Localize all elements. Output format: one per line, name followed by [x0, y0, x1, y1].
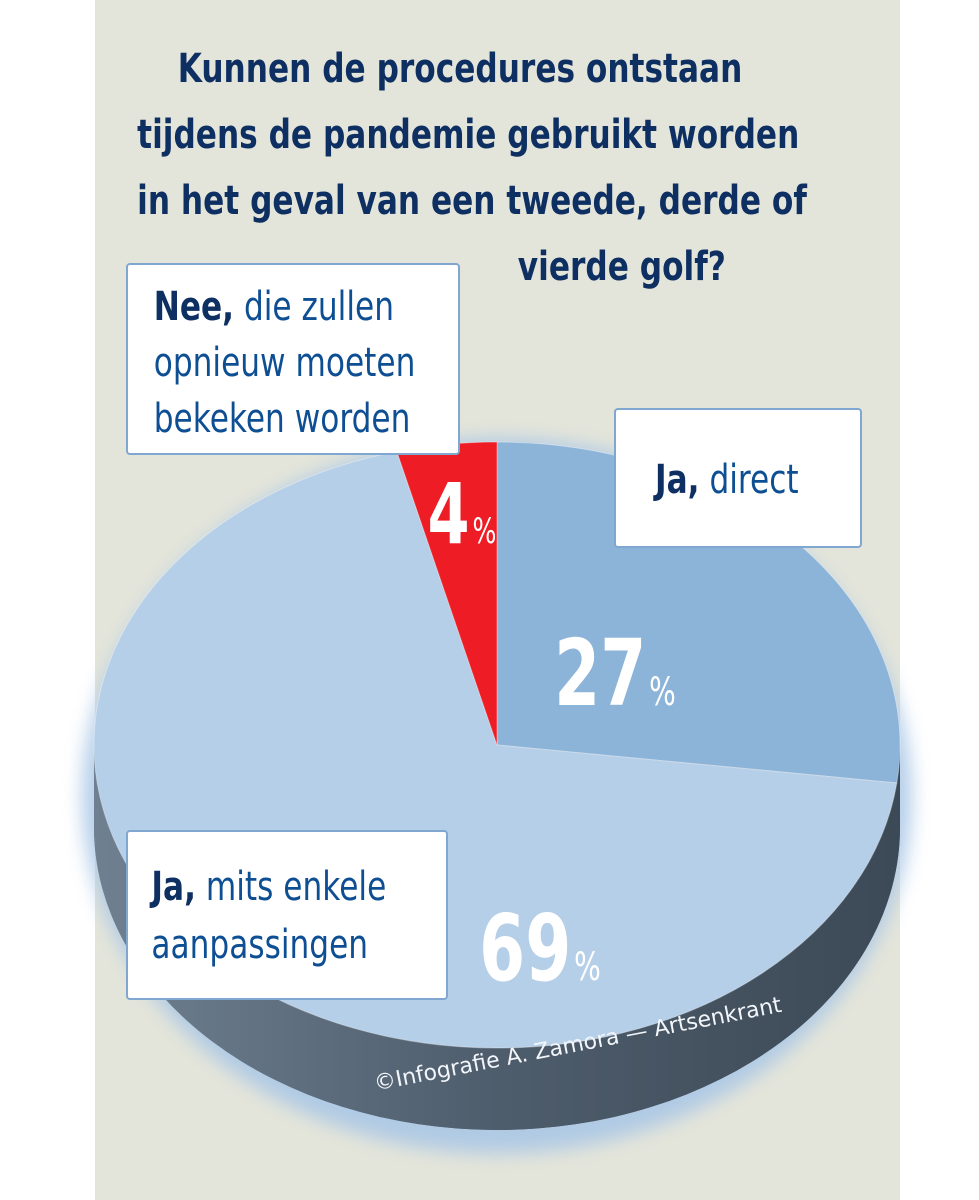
- callout-direct-bold: Ja,: [655, 457, 700, 503]
- callout-nee-line2: opnieuw moeten: [153, 340, 416, 386]
- callout-direct-text: direct: [699, 457, 799, 503]
- value-label-27-number: 27: [554, 620, 646, 727]
- callout-mits-line2: aanpassingen: [151, 922, 369, 968]
- value-label-69-number: 69: [479, 895, 571, 1002]
- callout-nee-line3: bekeken worden: [153, 396, 411, 442]
- title-line-3: in het geval van een tweede, derde of: [137, 178, 807, 224]
- callout-ja-mits: Ja, mits enkele aanpassingen: [126, 830, 448, 1000]
- value-label-69: 69%: [479, 895, 601, 1002]
- callout-nee: Nee, die zullen opnieuw moeten bekeken w…: [126, 263, 460, 455]
- callout-mits-bold: Ja,: [151, 864, 196, 910]
- callout-mits-line1: mits enkele: [195, 864, 387, 910]
- callout-nee-line1: die zullen: [234, 284, 394, 330]
- value-label-4-unit: %: [473, 512, 497, 552]
- chart-title: Kunnen de procedures ontstaan tijdens de…: [120, 36, 807, 300]
- callout-ja-direct: Ja, direct: [614, 408, 862, 548]
- title-line-2: tijdens de pandemie gebruikt worden: [137, 112, 800, 158]
- title-line-1: Kunnen de procedures ontstaan: [177, 46, 743, 92]
- callout-nee-bold: Nee,: [153, 284, 235, 330]
- value-label-27: 27%: [554, 620, 676, 727]
- value-label-4-number: 4: [428, 466, 470, 564]
- value-label-69-unit: %: [574, 944, 601, 990]
- value-label-27-unit: %: [649, 669, 676, 715]
- title-line-4: vierde golf?: [517, 244, 726, 290]
- value-label-4: 4%: [428, 466, 497, 564]
